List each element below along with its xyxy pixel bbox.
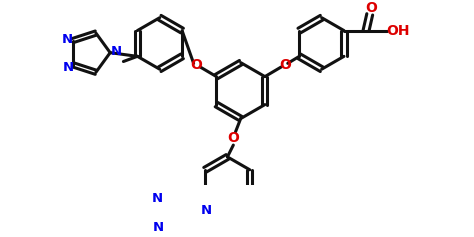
Text: OH: OH xyxy=(387,23,410,38)
Text: O: O xyxy=(191,58,202,72)
Text: N: N xyxy=(110,45,122,58)
Text: N: N xyxy=(62,32,73,46)
Text: O: O xyxy=(279,58,291,72)
Text: N: N xyxy=(153,221,164,234)
Text: N: N xyxy=(63,61,74,74)
Text: O: O xyxy=(365,1,377,15)
Text: N: N xyxy=(201,204,211,217)
Text: N: N xyxy=(151,192,163,205)
Text: O: O xyxy=(228,132,239,146)
